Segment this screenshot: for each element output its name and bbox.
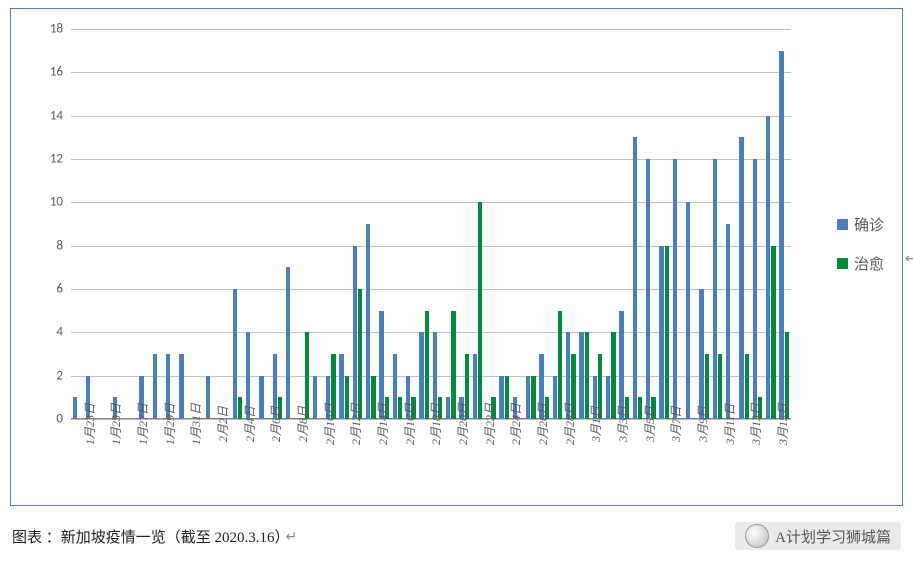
bar-confirmed bbox=[366, 224, 370, 419]
x-tick-label: 2月20日 bbox=[451, 403, 471, 445]
bar-confirmed bbox=[393, 354, 397, 419]
bar-recovered bbox=[478, 202, 482, 419]
y-tick-label: 2 bbox=[56, 368, 71, 383]
x-tick-label: 3月13日 bbox=[744, 403, 764, 445]
plot-area: 024681012141618 bbox=[71, 29, 791, 419]
bar-confirmed bbox=[633, 137, 637, 419]
y-tick-label: 4 bbox=[56, 325, 71, 340]
bar-confirmed bbox=[766, 116, 770, 419]
legend-swatch bbox=[837, 219, 848, 230]
bar-confirmed bbox=[646, 159, 650, 419]
paragraph-mark: ↵ bbox=[905, 250, 913, 267]
x-tick-label: 2月2日 bbox=[211, 406, 231, 442]
legend-label: 治愈 bbox=[854, 253, 884, 274]
legend: 确诊治愈 bbox=[837, 214, 884, 292]
watermark-icon bbox=[745, 524, 769, 548]
chart-frame: 024681012141618 1月23日1月24日1月25日1月26日1月27… bbox=[10, 8, 903, 506]
legend-label: 确诊 bbox=[854, 214, 884, 235]
bar-confirmed bbox=[753, 159, 757, 419]
x-tick-label: 3月9日 bbox=[691, 406, 711, 442]
y-tick-label: 10 bbox=[50, 195, 71, 210]
bar-confirmed bbox=[206, 376, 210, 419]
x-tick-label: 1月25日 bbox=[104, 403, 124, 445]
x-tick-label: 2月6日 bbox=[264, 406, 284, 442]
x-tick-label: 1月23日 bbox=[78, 403, 98, 445]
bar-confirmed bbox=[353, 246, 357, 419]
x-tick-label: 2月28日 bbox=[558, 403, 578, 445]
x-tick-label: 3月5日 bbox=[638, 406, 658, 442]
x-tick-label: 2月10日 bbox=[318, 403, 338, 445]
x-tick-label: 1月27日 bbox=[131, 403, 151, 445]
watermark: A计划学习狮城篇 bbox=[735, 522, 901, 550]
bar-recovered bbox=[358, 289, 362, 419]
bar-confirmed bbox=[233, 289, 237, 419]
y-tick-label: 14 bbox=[50, 108, 71, 123]
bar-confirmed bbox=[619, 311, 623, 419]
legend-item: 治愈 bbox=[837, 253, 884, 274]
x-tick-label: 2月22日 bbox=[478, 403, 498, 445]
x-tick-label: 2月8日 bbox=[291, 406, 311, 442]
y-tick-label: 12 bbox=[50, 152, 71, 167]
bar-confirmed bbox=[286, 267, 290, 419]
x-tick-label: 3月1日 bbox=[584, 406, 604, 442]
x-tick-label: 2月18日 bbox=[424, 403, 444, 445]
x-tick-label: 1月29日 bbox=[158, 403, 178, 445]
y-tick-label: 0 bbox=[56, 412, 71, 427]
x-tick-label: 2月16日 bbox=[398, 403, 418, 445]
legend-item: 确诊 bbox=[837, 214, 884, 235]
x-tick-label: 3月7日 bbox=[664, 406, 684, 442]
x-tick-label: 3月3日 bbox=[611, 406, 631, 442]
x-tick-label: 1月31日 bbox=[184, 403, 204, 445]
bar-confirmed bbox=[739, 137, 743, 419]
bar-confirmed bbox=[686, 202, 690, 419]
bar-confirmed bbox=[779, 51, 783, 419]
bar-confirmed bbox=[73, 397, 77, 419]
legend-swatch bbox=[837, 258, 848, 269]
chart-container: 024681012141618 1月23日1月24日1月25日1月26日1月27… bbox=[0, 0, 913, 565]
bar-confirmed bbox=[526, 376, 530, 419]
x-tick-label: 2月12日 bbox=[344, 403, 364, 445]
bar-confirmed bbox=[673, 159, 677, 419]
bar-confirmed bbox=[153, 354, 157, 419]
y-tick-label: 16 bbox=[50, 65, 71, 80]
bar-confirmed bbox=[659, 246, 663, 419]
bar-confirmed bbox=[313, 376, 317, 419]
x-tick-label: 2月26日 bbox=[531, 403, 551, 445]
paragraph-mark: ↵ bbox=[286, 528, 298, 545]
bar-recovered bbox=[771, 246, 775, 419]
x-tick-label: 3月15日 bbox=[771, 403, 791, 445]
bar-confirmed bbox=[553, 376, 557, 419]
y-tick-label: 18 bbox=[50, 22, 71, 37]
caption-text: 图表 ：新加坡疫情一览（截至 2020.3.16） bbox=[12, 526, 290, 547]
x-tick-label: 2月24日 bbox=[504, 403, 524, 445]
bar-confirmed bbox=[606, 376, 610, 419]
bar-confirmed bbox=[473, 354, 477, 419]
y-tick-label: 6 bbox=[56, 282, 71, 297]
caption-row: 图表 ：新加坡疫情一览（截至 2020.3.16） ↵ A计划学习狮城篇 bbox=[12, 518, 901, 554]
bar-recovered bbox=[665, 246, 669, 419]
y-tick-label: 8 bbox=[56, 238, 71, 253]
bar-confirmed bbox=[726, 224, 730, 419]
bar-confirmed bbox=[699, 289, 703, 419]
x-axis-labels: 1月23日1月24日1月25日1月26日1月27日1月28日1月29日1月30日… bbox=[71, 424, 791, 499]
x-tick-label: 2月14日 bbox=[371, 403, 391, 445]
bars-layer bbox=[71, 29, 791, 419]
watermark-text: A计划学习狮城篇 bbox=[775, 526, 891, 547]
x-tick-label: 2月4日 bbox=[238, 406, 258, 442]
bar-confirmed bbox=[446, 397, 450, 419]
bar-confirmed bbox=[713, 159, 717, 419]
x-tick-label: 3月11日 bbox=[718, 403, 738, 444]
